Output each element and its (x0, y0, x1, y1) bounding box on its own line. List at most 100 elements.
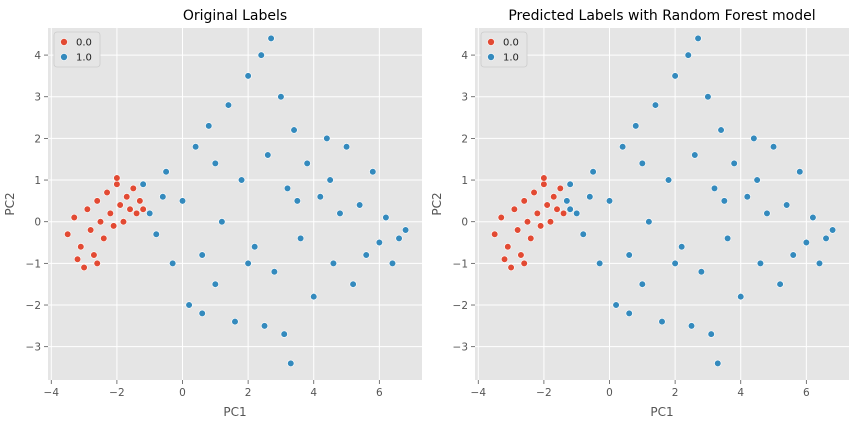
data-point (658, 318, 666, 326)
chart-title: Original Labels (183, 8, 287, 24)
legend-marker (60, 53, 68, 61)
data-point (530, 188, 538, 197)
data-point (237, 176, 246, 184)
legend-label: 1.0 (503, 53, 519, 64)
data-point (520, 197, 528, 205)
chart-title: Predicted Labels with Random Forest mode… (508, 8, 815, 24)
y-tick-label: 4 (34, 50, 41, 62)
data-point (395, 234, 403, 242)
data-point (336, 209, 344, 217)
data-point (687, 322, 696, 330)
data-point (270, 268, 278, 276)
legend-marker (487, 38, 495, 46)
data-point (504, 243, 512, 251)
data-point (218, 218, 226, 226)
data-point (211, 159, 219, 167)
data-point (491, 230, 499, 238)
data-point (198, 309, 206, 317)
x-tick-label: 2 (245, 387, 252, 399)
data-point (310, 293, 318, 301)
data-point (789, 251, 797, 259)
data-point (159, 193, 167, 201)
y-tick-label: −1 (453, 258, 468, 270)
data-point (293, 197, 301, 205)
data-point (707, 330, 715, 338)
data-point (290, 126, 298, 134)
data-point (537, 222, 545, 230)
data-point (103, 188, 111, 197)
data-point (123, 193, 131, 201)
data-point (596, 259, 604, 267)
data-point (96, 218, 105, 226)
data-point (257, 51, 265, 59)
data-point (802, 238, 810, 247)
series-1-0 (139, 34, 410, 367)
x-axis-label: PC1 (223, 405, 246, 419)
data-point (362, 251, 370, 259)
y-tick-label: −2 (26, 300, 41, 312)
data-point (297, 234, 305, 242)
data-point (369, 168, 377, 176)
legend-label: 1.0 (76, 53, 92, 64)
data-point (277, 93, 285, 101)
data-point (579, 230, 587, 238)
y-tick-label: 1 (461, 175, 468, 187)
data-point (185, 301, 193, 309)
data-point (710, 184, 719, 192)
data-point (783, 201, 791, 209)
x-tick-label: 6 (803, 387, 810, 399)
data-point (586, 193, 594, 201)
y-tick-label: 2 (461, 133, 468, 145)
data-point (678, 243, 686, 251)
data-point (553, 205, 561, 213)
data-point (231, 318, 239, 326)
data-point (605, 197, 614, 205)
data-point (267, 34, 275, 43)
legend-label: 0.0 (503, 38, 519, 49)
data-point (119, 218, 128, 226)
data-point (375, 238, 383, 247)
legend: 0.01.0 (53, 31, 101, 68)
data-point (192, 143, 200, 151)
data-point (116, 201, 124, 209)
data-point (612, 301, 620, 309)
data-point (619, 143, 627, 151)
data-point (251, 243, 259, 251)
data-point (382, 213, 390, 222)
data-point (776, 280, 784, 288)
x-tick-label: −4 (44, 387, 60, 399)
data-point (224, 101, 233, 109)
data-point (514, 226, 522, 234)
series-1-0 (563, 34, 837, 367)
data-point (638, 280, 646, 288)
x-tick-label: 4 (737, 387, 744, 399)
data-point (106, 209, 114, 217)
data-point (815, 259, 824, 267)
data-point (763, 209, 771, 217)
data-point (664, 176, 673, 184)
data-point (720, 197, 728, 205)
data-point (287, 359, 295, 367)
data-point (90, 251, 98, 259)
data-point (244, 72, 252, 80)
data-point (507, 263, 515, 272)
x-tick-label: 0 (179, 387, 186, 399)
data-point (87, 226, 95, 234)
y-tick-label: 0 (34, 217, 41, 229)
data-point (730, 159, 738, 167)
legend: 0.01.0 (480, 31, 528, 68)
data-point (828, 226, 837, 234)
data-point (113, 174, 121, 182)
plot-area (48, 28, 422, 380)
data-point (625, 251, 633, 259)
data-point (671, 259, 679, 267)
data-point (100, 234, 108, 242)
data-point (651, 101, 660, 109)
data-point (697, 268, 705, 276)
data-point (303, 159, 311, 167)
data-point (717, 126, 725, 134)
data-point (527, 234, 535, 242)
data-point (326, 176, 334, 184)
x-tick-label: −4 (471, 387, 487, 399)
